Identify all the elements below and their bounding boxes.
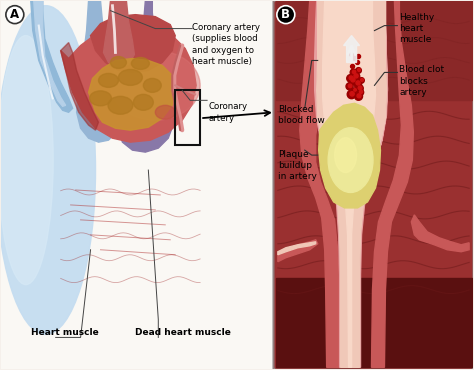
- Circle shape: [356, 85, 363, 91]
- Polygon shape: [278, 240, 318, 262]
- Circle shape: [357, 94, 361, 98]
- Bar: [276, 278, 472, 367]
- Circle shape: [358, 77, 365, 84]
- Polygon shape: [61, 43, 99, 130]
- Ellipse shape: [0, 36, 53, 285]
- Circle shape: [351, 87, 358, 94]
- Text: A: A: [10, 8, 19, 21]
- Polygon shape: [31, 1, 73, 112]
- Ellipse shape: [99, 73, 118, 87]
- Bar: [175, 90, 200, 145]
- Circle shape: [356, 81, 360, 84]
- Circle shape: [348, 91, 355, 98]
- Text: B: B: [281, 8, 290, 21]
- FancyBboxPatch shape: [0, 0, 275, 370]
- Circle shape: [352, 70, 356, 74]
- Circle shape: [356, 60, 360, 64]
- Polygon shape: [315, 1, 341, 367]
- Circle shape: [349, 76, 353, 80]
- Text: Healthy
heart
muscle: Healthy heart muscle: [400, 13, 435, 44]
- Polygon shape: [360, 1, 387, 367]
- Polygon shape: [319, 103, 381, 208]
- Circle shape: [351, 78, 355, 82]
- Ellipse shape: [0, 6, 96, 334]
- Circle shape: [353, 57, 356, 60]
- Circle shape: [349, 68, 357, 77]
- Circle shape: [350, 92, 354, 95]
- Circle shape: [350, 53, 354, 57]
- Ellipse shape: [131, 57, 149, 70]
- Polygon shape: [344, 36, 360, 63]
- Circle shape: [355, 80, 361, 87]
- Circle shape: [357, 89, 364, 96]
- Polygon shape: [372, 1, 413, 367]
- Circle shape: [353, 74, 358, 79]
- Circle shape: [349, 77, 356, 84]
- Polygon shape: [77, 1, 120, 142]
- Ellipse shape: [335, 138, 356, 172]
- Circle shape: [356, 54, 361, 58]
- Polygon shape: [91, 15, 175, 73]
- Circle shape: [348, 84, 352, 88]
- Polygon shape: [103, 1, 135, 67]
- Ellipse shape: [155, 105, 175, 119]
- Ellipse shape: [143, 78, 161, 92]
- Ellipse shape: [90, 91, 111, 106]
- Polygon shape: [34, 1, 65, 106]
- Ellipse shape: [133, 94, 153, 110]
- Polygon shape: [411, 215, 469, 252]
- Circle shape: [355, 74, 357, 77]
- Text: Coronary artery
(supplies blood
and oxygen to
heart muscle): Coronary artery (supplies blood and oxyg…: [192, 23, 260, 66]
- Circle shape: [359, 90, 363, 94]
- Circle shape: [355, 66, 363, 74]
- Circle shape: [354, 88, 356, 91]
- Polygon shape: [61, 24, 196, 142]
- Polygon shape: [323, 1, 375, 367]
- Text: Blood clot
blocks
artery: Blood clot blocks artery: [400, 65, 445, 97]
- Polygon shape: [317, 1, 386, 367]
- Ellipse shape: [118, 70, 142, 85]
- Circle shape: [277, 6, 295, 24]
- Polygon shape: [300, 1, 339, 367]
- Ellipse shape: [110, 57, 127, 68]
- Ellipse shape: [110, 51, 200, 120]
- Text: Heart muscle: Heart muscle: [31, 329, 99, 337]
- Circle shape: [351, 64, 355, 68]
- Circle shape: [357, 68, 361, 72]
- Polygon shape: [89, 58, 175, 130]
- Text: Coronary
artery: Coronary artery: [208, 102, 247, 123]
- Ellipse shape: [328, 128, 373, 192]
- Circle shape: [358, 87, 362, 89]
- Text: Blocked
blood flow: Blocked blood flow: [278, 105, 325, 125]
- Circle shape: [346, 83, 354, 90]
- Circle shape: [355, 92, 363, 100]
- Polygon shape: [278, 242, 316, 255]
- Circle shape: [360, 78, 364, 82]
- Circle shape: [6, 6, 24, 24]
- Bar: [276, 1, 472, 100]
- Ellipse shape: [108, 96, 133, 114]
- Polygon shape: [118, 1, 175, 152]
- Circle shape: [346, 74, 355, 83]
- Text: Dead heart muscle: Dead heart muscle: [136, 329, 231, 337]
- FancyBboxPatch shape: [274, 1, 473, 369]
- FancyBboxPatch shape: [273, 0, 474, 370]
- Text: Plaque
buildup
in artery: Plaque buildup in artery: [278, 150, 317, 181]
